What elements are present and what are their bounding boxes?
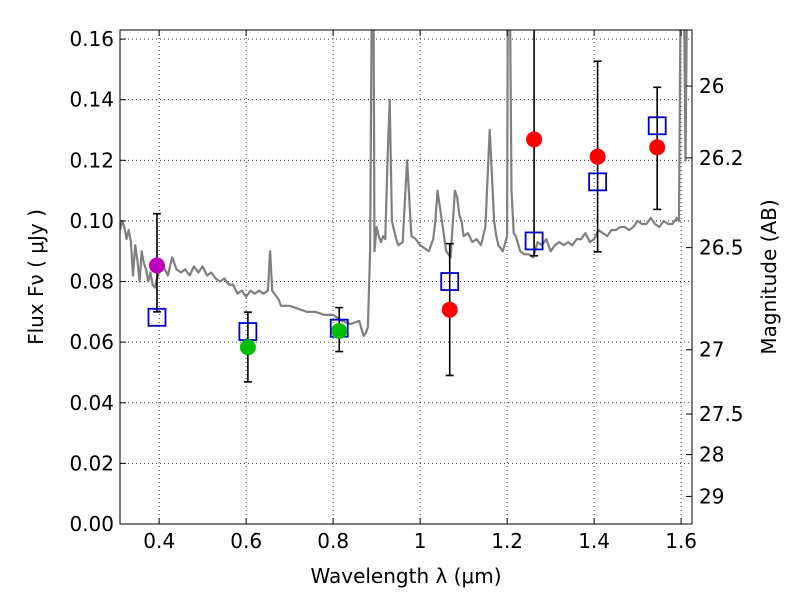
x-tick-label: 1.2 [491, 529, 523, 553]
y2-tick-label: 26.2 [699, 146, 744, 170]
observed-flux-point [331, 322, 348, 339]
x-axis-title: Wavelength λ (μm) [310, 564, 501, 588]
model-photometry-square [647, 116, 667, 136]
y2-tick-label: 28 [699, 443, 724, 467]
y2-tick-labels: 26 26.2 26.5 27 27.5 28 29 [699, 74, 744, 508]
y2-tick-label: 27.5 [699, 402, 744, 426]
y-tick-label: 0.16 [69, 27, 114, 51]
y2-tick-label: 27 [699, 338, 724, 362]
x-tick-label: 0.4 [143, 529, 175, 553]
y-tick-label: 0.08 [69, 270, 114, 294]
observed-flux-point [589, 148, 606, 165]
tick-marks [120, 30, 692, 525]
model-photometry-square [440, 272, 460, 291]
plot-frame [119, 29, 693, 525]
x-tick-label: 1.6 [665, 529, 697, 553]
x-tick-label: 0.8 [317, 529, 349, 553]
model-photometry-square [524, 231, 544, 251]
y2-tick-label: 26 [699, 74, 724, 98]
y-tick-label: 0.00 [69, 512, 114, 536]
y-tick-label: 0.04 [69, 391, 114, 415]
y-tick-label: 0.12 [69, 148, 114, 172]
model-photometry-square [147, 307, 167, 327]
y2-tick-label: 26.5 [699, 236, 744, 260]
observed-flux-point [441, 301, 458, 318]
observed-flux-point [148, 257, 165, 274]
observed-layer [148, 131, 666, 356]
x-tick-label: 0.6 [230, 529, 262, 553]
y-tick-labels: 0.00 0.02 0.04 0.06 0.08 0.10 0.12 0.14 0.16 [69, 27, 114, 536]
observed-flux-point [526, 131, 543, 148]
y-tick-label: 0.02 [69, 451, 114, 475]
y2-tick-label: 29 [699, 484, 724, 508]
y2-axis-title: Magnitude (AB) [757, 199, 781, 354]
observed-flux-point [649, 139, 666, 156]
y-tick-label: 0.10 [69, 209, 114, 233]
x-tick-label: 1 [414, 529, 427, 553]
model-photometry-square [588, 172, 608, 192]
observed-flux-point [239, 339, 256, 356]
x-tick-label: 1.4 [578, 529, 610, 553]
y-axis-title: Flux Fν ( μJy ) [24, 209, 48, 345]
y-tick-label: 0.14 [69, 88, 114, 112]
x-tick-labels: 0.4 0.6 0.8 1 1.2 1.4 1.6 [143, 529, 697, 553]
y-tick-label: 0.06 [69, 330, 114, 354]
